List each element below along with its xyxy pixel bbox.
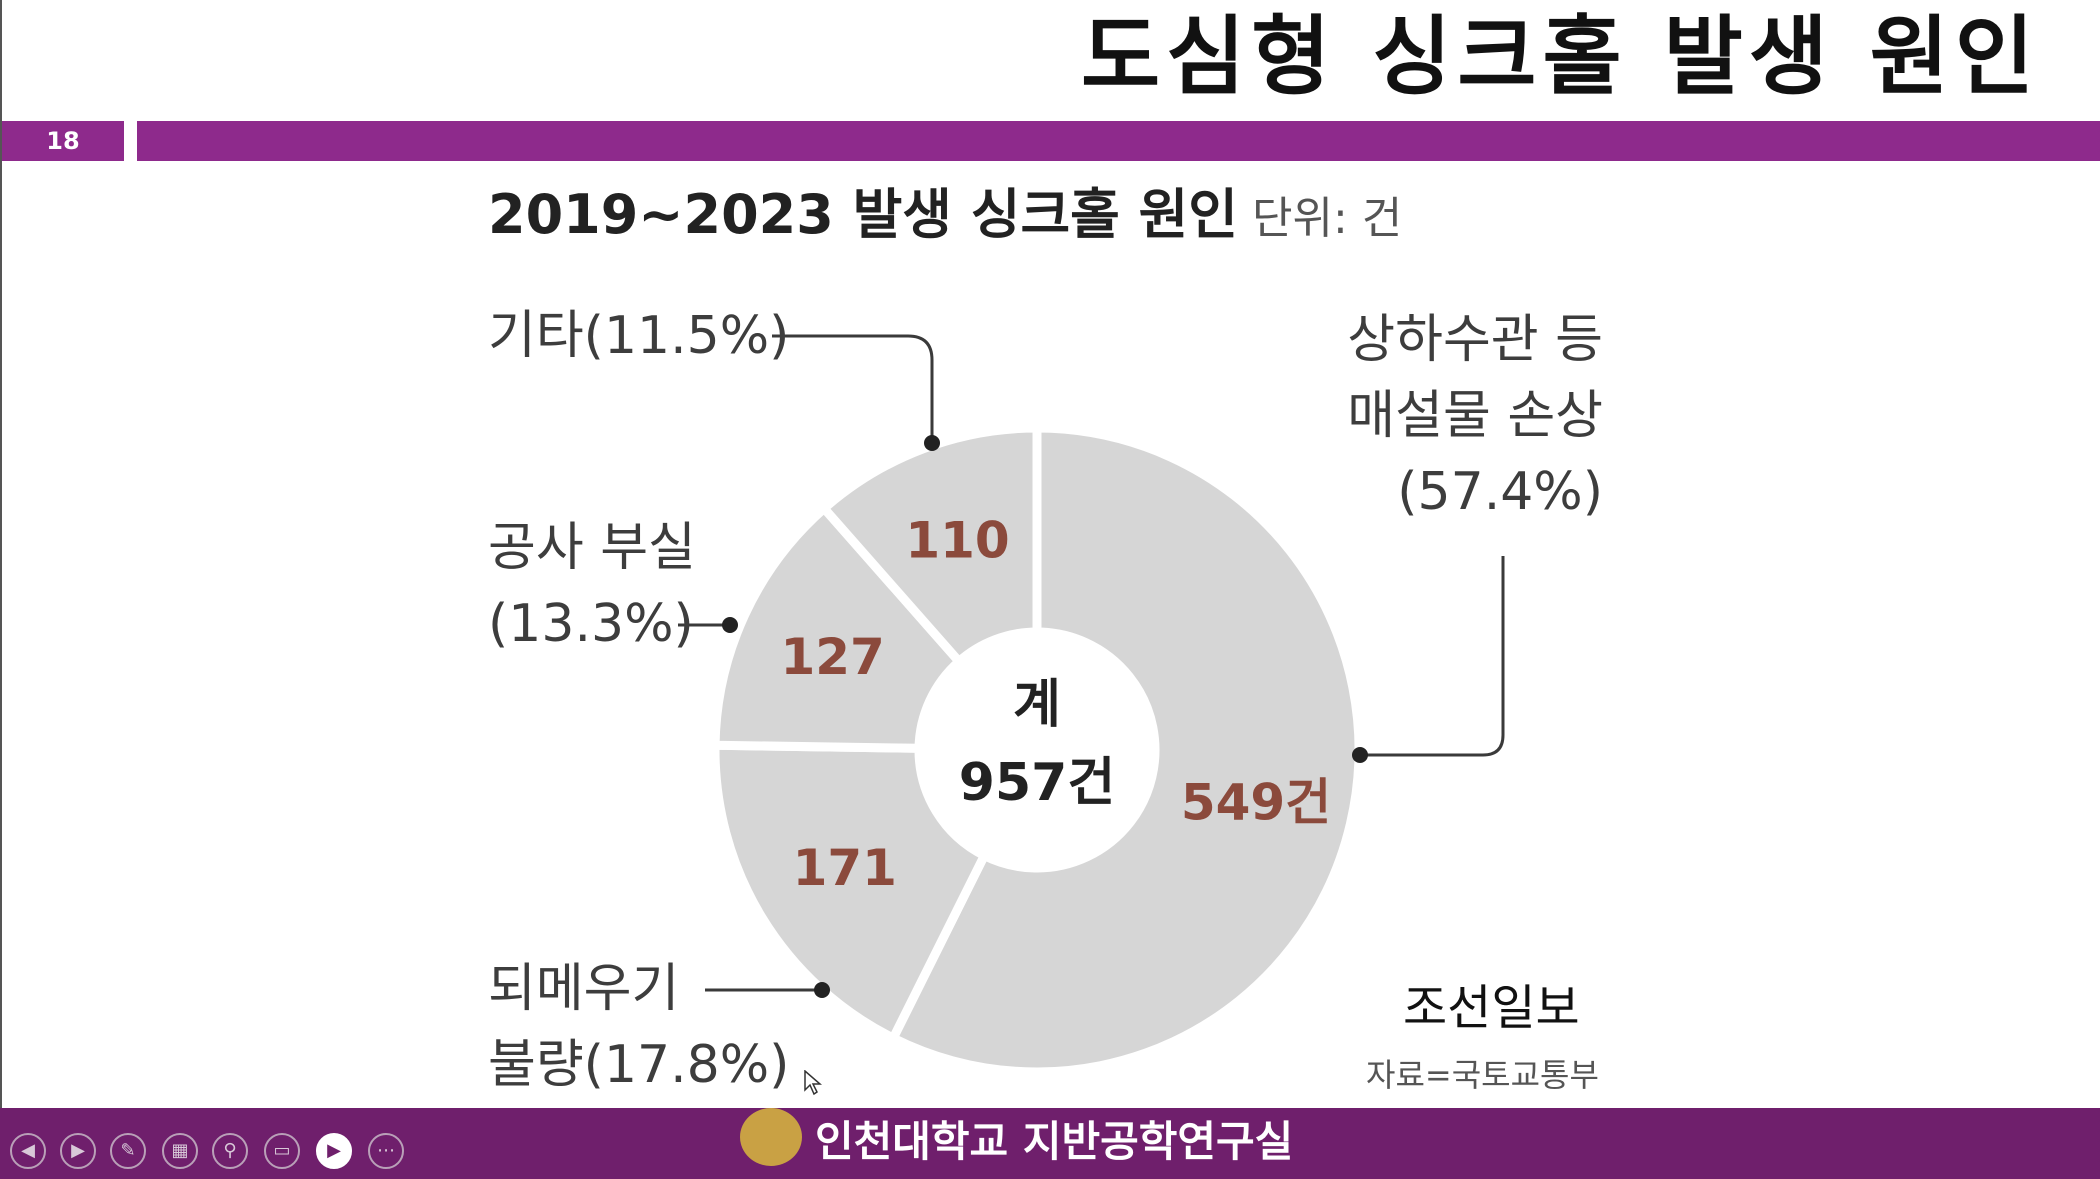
leader-line-pipe-damage-dot xyxy=(1352,747,1368,763)
slide-title: 도심형 싱크홀 발생 원인 xyxy=(1080,7,2040,107)
subtitle-icon[interactable]: ▭ xyxy=(264,1133,300,1169)
footer-organization: 인천대학교 지반공학연구실 xyxy=(815,1117,1294,1166)
chart-title-text: 2019~2023 발생 싱크홀 원인 xyxy=(488,183,1238,246)
source-reference: 자료=국토교통부 xyxy=(1366,1056,1599,1094)
value-label-construction: 127 xyxy=(780,628,884,686)
category-label-pipe-damage: 상하수관 등 매설물 손상 (57.4%) xyxy=(1347,302,1603,530)
donut-slice-backfill xyxy=(710,740,991,1045)
page-border xyxy=(0,0,2,1108)
total-label: 957건 xyxy=(959,753,1115,813)
value-labels-layer: 549건 171 127 110 xyxy=(780,512,1331,897)
accent-bar xyxy=(137,121,2100,161)
more-options-icon[interactable]: ⋯ xyxy=(368,1133,404,1169)
leader-line-other xyxy=(772,334,934,443)
next-slide-icon[interactable]: ▶ xyxy=(60,1133,96,1169)
university-logo xyxy=(740,1108,802,1166)
value-label-pipe-damage: 549건 xyxy=(1181,774,1331,832)
donut-slice-construction xyxy=(710,502,966,753)
category-label-line: (57.4%) xyxy=(1397,462,1603,522)
leader-line-pipe-damage xyxy=(1360,556,1505,757)
leader-line-other-dot xyxy=(924,435,940,451)
zoom-icon[interactable]: ⚲ xyxy=(212,1133,248,1169)
chart-unit: 단위: 건 xyxy=(1252,193,1403,244)
slide-grid-icon[interactable]: ▦ xyxy=(162,1133,198,1169)
previous-slide-icon[interactable]: ◀ xyxy=(10,1133,46,1169)
category-label-line: 불량(17.8%) xyxy=(488,1035,790,1095)
category-label-other: 기타(11.5%) xyxy=(488,298,789,374)
mouse-cursor-icon xyxy=(804,1070,822,1096)
category-label-construction: 공사 부실 (13.3%) xyxy=(488,510,696,662)
pen-icon[interactable]: ✎ xyxy=(110,1133,146,1169)
category-label-backfill: 되메우기 불량(17.8%) xyxy=(488,951,789,1103)
source-brand: 조선일보 xyxy=(1403,980,1580,1036)
slices-layer xyxy=(710,423,1364,1077)
leader-line-construction-dot xyxy=(722,617,738,633)
donut-slice-other xyxy=(817,423,1042,668)
leader-line-backfill-dot xyxy=(814,982,830,998)
category-label-line: 되메우기 xyxy=(488,959,680,1019)
category-label-line: (13.3%) xyxy=(488,594,694,654)
donut-slice-pipe-damage xyxy=(887,423,1364,1077)
category-label-line: 상하수관 등 xyxy=(1347,310,1603,370)
category-label-line: 매설물 손상 xyxy=(1347,386,1603,446)
category-label-line: 기타(11.5%) xyxy=(488,306,790,366)
center-label: 계 xyxy=(1013,675,1061,735)
category-label-line: 공사 부실 xyxy=(488,518,696,578)
value-label-other: 110 xyxy=(905,512,1009,570)
camera-icon[interactable]: ▶ xyxy=(316,1133,352,1169)
value-label-backfill: 171 xyxy=(793,839,897,897)
leader-lines-layer xyxy=(678,334,1505,998)
chart-title: 2019~2023 발생 싱크홀 원인 단위: 건 xyxy=(488,180,1402,254)
slide-number: 18 xyxy=(2,121,124,161)
